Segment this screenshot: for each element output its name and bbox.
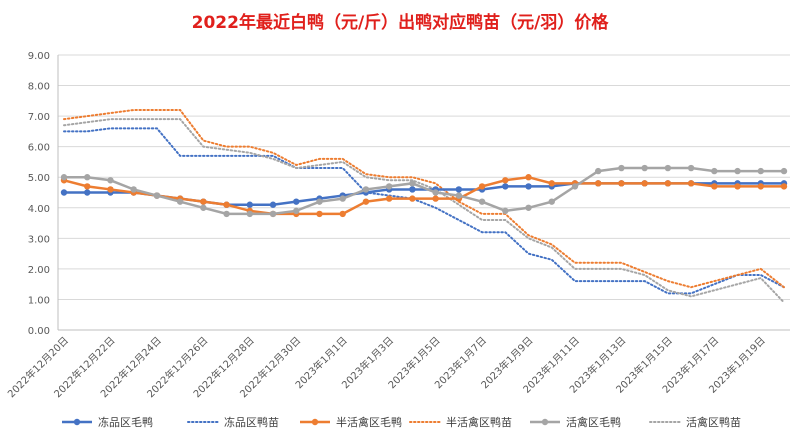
series-4-point-31: [780, 167, 788, 175]
series-line-5: [63, 118, 785, 304]
series-2-point-29: [734, 183, 741, 190]
series-2-point-30: [757, 183, 764, 190]
series-4-point-1: [84, 174, 91, 181]
y-tick-label-6: 6.00: [28, 143, 50, 154]
series-4-point-21: [548, 198, 555, 205]
series-2-point-26: [664, 180, 672, 187]
series-4-point-8: [246, 210, 254, 218]
series-0-point-1: [84, 189, 91, 196]
series-line-1: [63, 127, 785, 295]
legend-label-1: 冻品区鸭苗: [224, 415, 279, 429]
series-0-point-9: [269, 201, 277, 208]
series-4-point-3: [130, 186, 137, 193]
series-4-point-0: [60, 174, 68, 181]
series-4-point-17: [455, 192, 463, 199]
series-0-point-8: [246, 201, 254, 208]
series-2-point-13: [362, 198, 370, 205]
series-4-point-29: [734, 167, 741, 175]
series-2-point-7: [223, 201, 230, 208]
series-4-point-4: [153, 192, 161, 199]
series-4-point-15: [409, 180, 416, 187]
series-2-point-16: [432, 195, 439, 202]
y-tick-label-2: 2.00: [28, 265, 50, 276]
legend-label-2: 半活禽区毛鸭: [336, 415, 402, 429]
series-4-point-28: [711, 167, 718, 175]
series-2-point-21: [548, 180, 555, 187]
y-tick-label-0: 0.00: [28, 326, 50, 337]
series-0-point-20: [525, 183, 532, 190]
series-2-point-19: [502, 177, 509, 184]
y-tick-label-1: 1.00: [28, 295, 50, 306]
series-2-point-6: [200, 198, 207, 205]
series-4-point-6: [200, 204, 207, 211]
series-4-point-25: [641, 164, 648, 172]
series-0-point-10: [293, 198, 300, 205]
series-2-point-2: [107, 186, 114, 193]
series-2-point-28: [711, 183, 718, 190]
series-2-point-23: [594, 180, 602, 187]
series-4-point-11: [316, 198, 323, 205]
series-4-point-10: [293, 207, 300, 215]
series-4-point-30: [757, 167, 764, 175]
series-4-point-9: [269, 210, 277, 218]
series-4-point-19: [502, 207, 509, 215]
y-tick-label-7: 7.00: [28, 112, 50, 123]
series-line-2: [63, 175, 784, 216]
series-4-point-20: [525, 204, 532, 211]
y-tick-label-9: 9.00: [28, 51, 50, 62]
series-4-point-18: [478, 198, 486, 205]
series-4-point-7: [223, 210, 230, 218]
series-2-point-11: [316, 210, 323, 218]
y-tick-label-3: 3.00: [28, 234, 50, 245]
series-2-point-20: [525, 174, 532, 181]
series-line-0: [64, 182, 784, 206]
series-0-point-15: [409, 186, 416, 193]
legend-label-5: 活禽区鸭苗: [686, 415, 741, 429]
series-0-point-19: [502, 183, 509, 190]
series-0-point-0: [60, 189, 68, 196]
legend-marker-0: [73, 418, 81, 426]
series-2-point-15: [409, 195, 416, 202]
series-line-3: [63, 109, 785, 289]
series-4-point-2: [107, 177, 114, 184]
series-2-point-25: [641, 180, 648, 187]
series-2-point-1: [84, 183, 91, 190]
legend-label-0: 冻品区毛鸭: [98, 415, 153, 429]
y-tick-label-4: 4.00: [28, 204, 50, 215]
y-tick-label-8: 8.00: [28, 82, 50, 93]
series-4-point-14: [385, 183, 393, 190]
series-0-point-17: [455, 186, 463, 193]
series-2-point-24: [618, 180, 625, 187]
legend-marker-4: [541, 418, 549, 426]
series-4-point-26: [664, 164, 672, 172]
series-2-point-14: [385, 195, 393, 202]
series-4-point-5: [176, 198, 184, 205]
chart-title: 2022年最近白鸭（元/斤）出鸭对应鸭苗（元/羽）价格: [191, 13, 609, 33]
legend-label-3: 半活禽区鸭苗: [446, 415, 512, 429]
series-2-point-12: [339, 210, 346, 218]
series-4-point-24: [618, 164, 625, 172]
series-2-point-27: [687, 180, 695, 187]
legend-marker-2: [311, 418, 319, 426]
series-4-point-23: [594, 167, 602, 175]
series-4-point-12: [339, 195, 346, 202]
series-2-point-18: [478, 183, 486, 190]
series-4-point-13: [362, 186, 370, 193]
series-line-4: [64, 166, 784, 216]
series-2-point-31: [780, 183, 788, 190]
y-tick-label-5: 5.00: [28, 173, 50, 184]
series-4-point-16: [432, 189, 439, 196]
legend-label-4: 活禽区毛鸭: [566, 415, 621, 429]
series-4-point-22: [571, 183, 579, 190]
series-4-point-27: [687, 164, 695, 172]
